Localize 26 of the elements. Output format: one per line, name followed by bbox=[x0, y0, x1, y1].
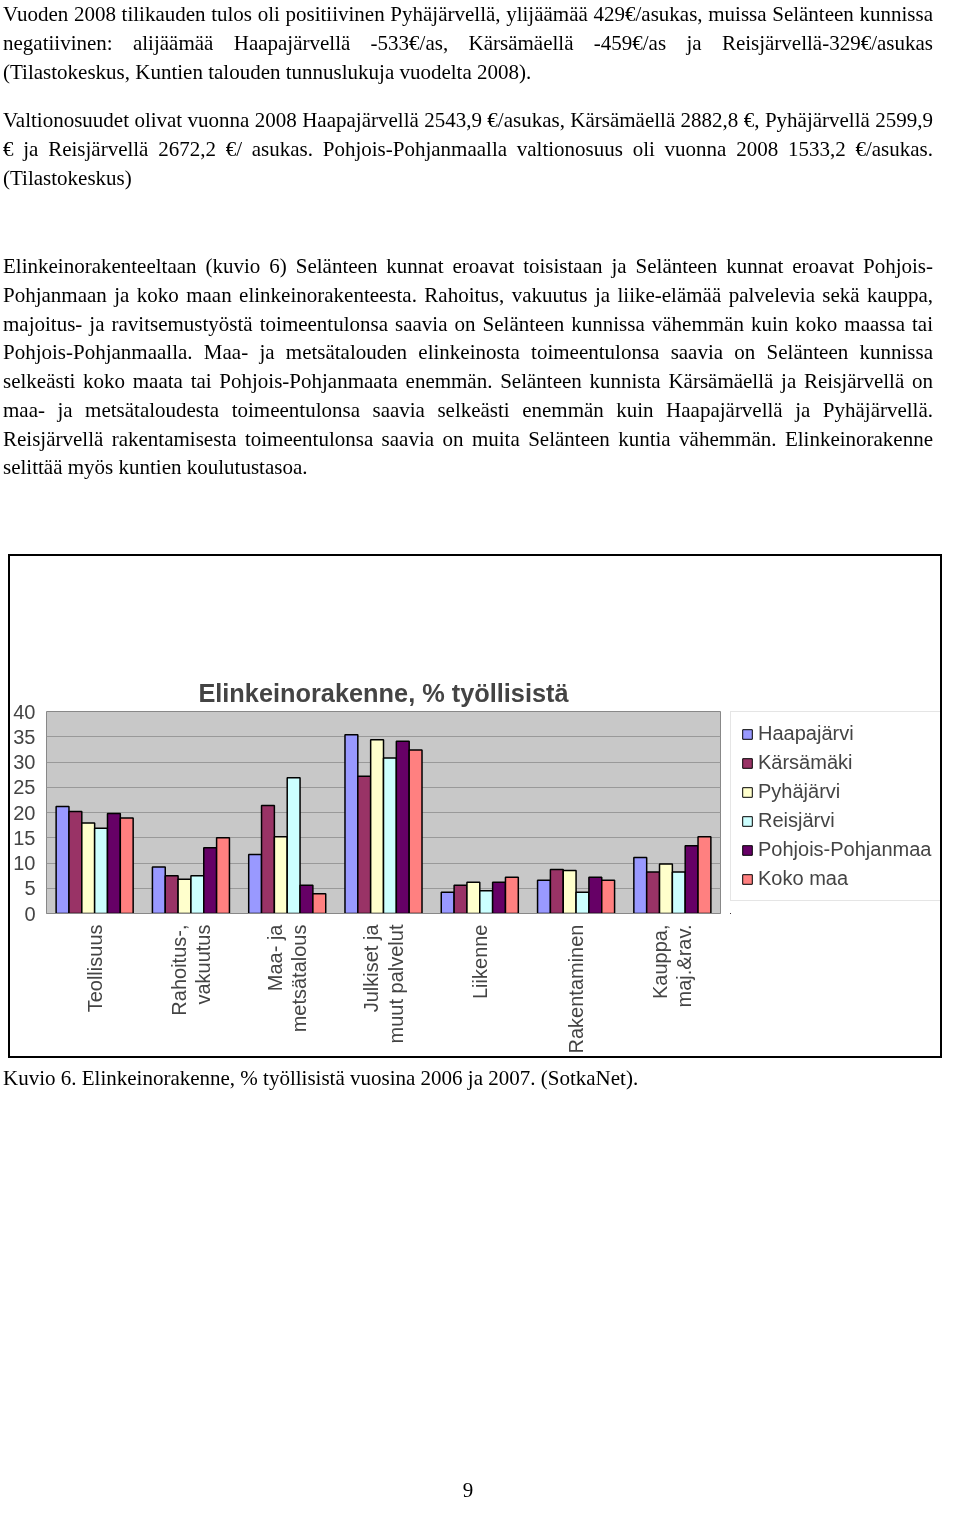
x-tick-label: Rakentaminen bbox=[565, 924, 588, 1054]
text: Elinkeinorakenteeltaan (kuvio 6) Selänteen kunnat eroavat toisistaan ja Selänteen kunnat eroavat Pohjois-Pohjanmaan ja koko maan elinkeinorakenteesta. Rahoitus, vakuutus ja liike-elämää palvelevia sekä kauppa, majoitus- ja ravitsemustyöstä toimeentulonsa saavia on Selänteen kunnissa vähemmän kuin koko maassa tai Pohjois-Pohjanmaalla. Maa- ja metsätalouden elinkeinosta toimeentulonsa saavia on Selänteen kunnissa selkeästi koko maata tai Pohjois-Pohjanmaata enemmän. Selänteen kunnista Kärsämäellä ja Reisjärvellä on maa- ja metsätaloudesta toimeentulonsa saavia selkeästi enemmän kuin Haapajärvellä ja Pyhäjärvellä. Reisjärvellä rakentamisesta toimeentulonsa saavia on muita Selänteen kuntia vähemmän. Elinkeinorakenne selittää myös kuntien koulutustasoa. bbox=[3, 253, 933, 482]
y-tick-label: 20 bbox=[13, 801, 36, 824]
y-tick-label: 40 bbox=[13, 700, 36, 723]
x-tick-label: Kauppa, maj.&rav. bbox=[649, 924, 696, 1008]
y-tick-label: 0 bbox=[24, 902, 36, 925]
x-tick-label: Rahoitus-, vakuutus bbox=[167, 924, 215, 1016]
y-tick-label: 25 bbox=[13, 776, 36, 799]
legend-label: Reisjärvi bbox=[758, 809, 835, 832]
y-tick-label: 30 bbox=[13, 751, 36, 773]
text: 9 bbox=[462, 1477, 474, 1504]
x-tick-label: Liikenne bbox=[468, 924, 491, 999]
y-tick-label: 5 bbox=[24, 877, 36, 900]
x-tick-label: Teollisuus bbox=[83, 924, 106, 1013]
text: Valtionosuudet olivat vuonna 2008 Haapajärvellä 2543,9 €/asukas, Kärsämäellä 2882,8 €, Pyhäjärvellä 2599,9 € ja Reisjärvellä 2672,2 €/ asukas. Pohjois-Pohjanmaalla valtionosuus oli vuonna 2008 1533,2 €/asukas. (Tilastokeskus) bbox=[3, 107, 933, 192]
text: Kuvio 6. Elinkeinorakenne, % työllisistä vuosina 2006 ja 2007. (SotkaNet). bbox=[3, 1065, 639, 1092]
y-tick-label: 35 bbox=[13, 725, 36, 748]
legend-label: Pyhäjärvi bbox=[758, 780, 841, 803]
text: Vuoden 2008 tilikauden tulos oli positiivinen Pyhäjärvellä, ylijäämää 429€/asukas, muissa Selänteen kunnissa negatiivinen: alijäämää Haapajärvellä -533€/as, Kärsämäellä -459€/as ja Reisjärvellä-329€/asukas (Tilastokeskus, Kuntien talouden tunnuslukuja vuodelta 2008). bbox=[3, 1, 933, 86]
legend-label: Haapajärvi bbox=[758, 722, 854, 745]
legend-label: Kärsämäki bbox=[758, 751, 853, 774]
legend-label: Pohjois-Pohjanmaa bbox=[758, 838, 932, 861]
chart-title: Elinkeinorakenne, % työllisistä bbox=[198, 678, 570, 707]
legend-label: Koko maa bbox=[758, 867, 849, 890]
y-tick-label: 10 bbox=[13, 852, 36, 874]
y-tick-label: 15 bbox=[13, 826, 36, 849]
